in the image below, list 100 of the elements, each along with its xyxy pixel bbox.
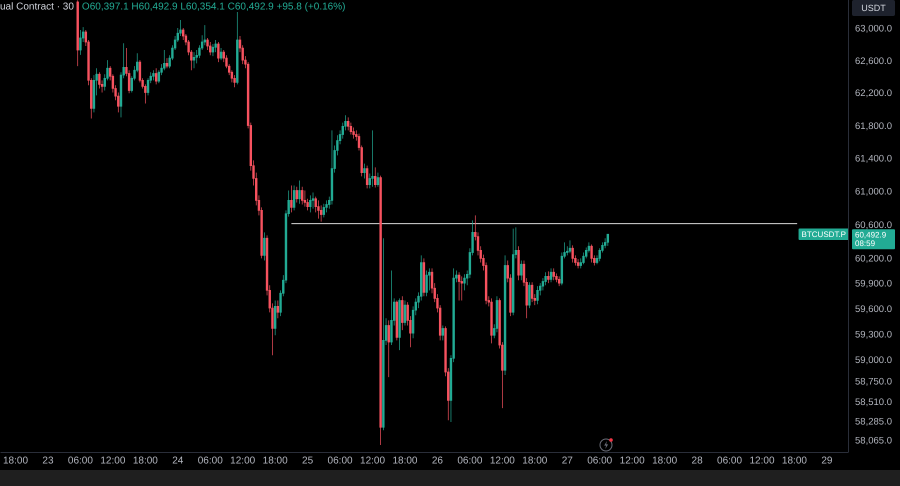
y-tick-label: 58,750.0	[855, 376, 892, 388]
x-tick-label: 24	[172, 456, 184, 466]
y-tick-label: 60,200.0	[855, 253, 892, 264]
y-tick-label: 62,600.0	[855, 56, 892, 67]
candlestick	[236, 12, 238, 85]
candlestick	[558, 276, 560, 286]
text: 60,492.9 08:59	[855, 230, 887, 248]
candlestick	[330, 130, 334, 205]
candlestick	[292, 185, 296, 211]
candlestick	[463, 274, 466, 291]
x-tick-label: 06:00	[587, 456, 613, 466]
candlestick	[517, 246, 520, 281]
candlestick	[390, 270, 393, 346]
candlestick	[263, 232, 266, 261]
candlestick	[371, 130, 374, 188]
x-tick-label: 28	[692, 456, 704, 466]
y-tick-label: 61,000.0	[855, 186, 892, 198]
candlestick	[192, 52, 196, 69]
x-tick-label: 26	[432, 456, 444, 466]
candlestick	[152, 70, 155, 81]
candlestick	[376, 172, 380, 188]
candlestick	[166, 58, 168, 69]
y-tick-label: 59,600.0	[855, 304, 892, 315]
candlestick	[374, 166, 376, 188]
y-axis-title: USDT	[861, 3, 886, 13]
candlestick	[512, 228, 514, 316]
candlestick	[154, 68, 158, 85]
candlestick	[204, 24, 206, 46]
candlestick	[382, 238, 385, 431]
x-tick-label: 12:00	[360, 456, 386, 466]
candlestick	[209, 42, 212, 56]
candlestick	[396, 300, 398, 341]
candlestick	[214, 40, 217, 52]
candlestick	[388, 320, 390, 378]
candlestick	[98, 72, 101, 89]
x-tick-label: 25	[302, 456, 314, 466]
candlestick	[317, 200, 320, 220]
candlestick	[296, 186, 298, 203]
candlestick	[590, 244, 593, 263]
candlestick	[530, 282, 534, 302]
y-tick-label: 59,900.0	[855, 278, 892, 290]
candlestick	[276, 300, 280, 319]
candlestick	[442, 325, 444, 341]
x-tick-label: 12:00	[490, 456, 516, 466]
candlestick	[379, 175, 382, 446]
y-tick-label: 61,400.0	[855, 154, 892, 165]
candlestick	[458, 272, 460, 301]
annotation: O60,397.1 H60,492.9 L60,354.1 C60,492.9 +95.8 (+0.16%)	[82, 2, 346, 12]
y-tick-label: 58,510.0	[855, 397, 892, 408]
candlestick	[366, 165, 368, 189]
candlestick	[422, 258, 426, 297]
x-tick-label: 18:00	[782, 456, 808, 466]
candlestick	[274, 300, 276, 336]
x-tick-label: 06:00	[328, 456, 354, 466]
candlestick	[217, 42, 220, 62]
y-tick-label: 63,000.0	[855, 24, 892, 35]
y-tick-label: 58,285.0	[855, 416, 892, 428]
candlestick	[298, 180, 301, 204]
x-tick-label: 06:00	[68, 456, 94, 466]
x-tick-label: 18:00	[522, 456, 548, 466]
candlestick	[547, 271, 550, 284]
x-tick-label: 06:00	[717, 456, 742, 466]
y-tick-label: 61,800.0	[855, 120, 892, 132]
candlestick	[504, 255, 506, 376]
candlestick	[322, 203, 326, 218]
candlestick	[568, 240, 572, 254]
candlestick	[404, 300, 406, 326]
candlestick	[220, 48, 222, 60]
x-tick-label: 27	[562, 456, 574, 466]
y-tick-label: 59,000.0	[855, 354, 892, 366]
x-tick-label: 18:00	[2, 456, 28, 466]
candlestick	[528, 282, 531, 308]
candlestick	[290, 185, 293, 213]
x-tick-label: 29	[821, 456, 833, 466]
candlestick	[536, 286, 539, 305]
chart-title: ual Contract · 30	[0, 2, 74, 12]
candlestick	[571, 245, 574, 263]
candlestick	[425, 270, 428, 297]
candlestick	[552, 268, 555, 281]
y-tick-label: 59,300.0	[855, 329, 892, 340]
candlestick	[309, 195, 312, 213]
y-tick-label: 60,600.0	[855, 220, 892, 231]
x-tick-label: 18:00	[262, 456, 288, 466]
candlestick	[163, 50, 166, 71]
y-tick-label: 58,065.0	[855, 436, 892, 447]
x-tick-label: 12:00	[620, 456, 646, 466]
candlestick	[490, 298, 493, 344]
x-tick-label: 18:00	[392, 456, 418, 466]
candlestick	[604, 238, 606, 249]
candlestick	[76, 0, 79, 67]
y-tick-label: 62,200.0	[855, 88, 892, 100]
candlestick	[576, 258, 580, 269]
candlestick	[212, 44, 214, 56]
candlestick	[550, 268, 552, 283]
candlestick	[363, 163, 366, 179]
candlestick	[346, 116, 350, 131]
candlestick	[460, 276, 463, 301]
x-tick-label: 06:00	[457, 456, 483, 466]
candlestick	[520, 260, 522, 281]
candlestick	[304, 190, 306, 207]
